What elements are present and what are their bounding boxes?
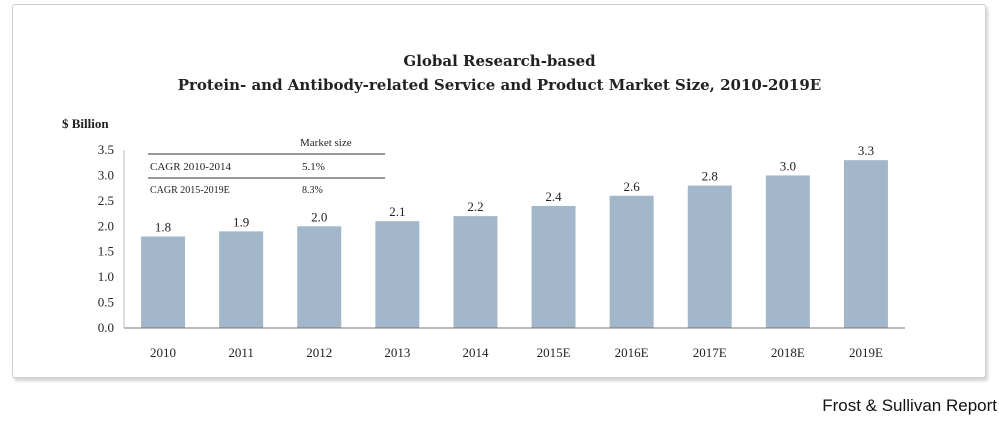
x-tick-label-2015E: 2015E <box>537 345 571 360</box>
bar-2013 <box>375 221 420 328</box>
data-label-2017E: 2.8 <box>702 169 718 184</box>
bar-2012 <box>297 226 342 328</box>
data-label-2015E: 2.4 <box>545 189 562 204</box>
y-tick-label-1: 0.5 <box>98 295 114 310</box>
chart-title: Global Research-based <box>403 52 596 70</box>
inset-header: Market size <box>300 137 352 149</box>
data-label-2019E: 3.3 <box>858 143 874 158</box>
y-tick-label-0: 0.0 <box>98 320 114 335</box>
y-tick-label-2: 1.0 <box>98 269 114 284</box>
bar-2017E <box>687 185 732 328</box>
x-tick-label-2013: 2013 <box>384 345 410 360</box>
y-tick-label-6: 3.0 <box>98 167 114 182</box>
bar-2010 <box>141 236 186 328</box>
x-tick-label-2017E: 2017E <box>693 345 727 360</box>
y-tick-label-4: 2.0 <box>98 218 114 233</box>
inset-row-value-1: 5.1% <box>302 161 325 173</box>
chart-subtitle: Protein- and Antibody-related Service an… <box>177 76 822 94</box>
y-tick-label-5: 2.5 <box>98 193 114 208</box>
y-axis-label: $ Billion <box>62 116 109 131</box>
y-tick-label-3: 1.5 <box>98 244 114 259</box>
bar-2019E <box>843 160 888 328</box>
data-label-2011: 1.9 <box>233 214 249 229</box>
x-tick-label-2014: 2014 <box>462 345 489 360</box>
data-label-2016E: 2.6 <box>624 179 641 194</box>
source-note: Frost & Sullivan Report <box>822 396 997 415</box>
bar-2016E <box>609 195 654 328</box>
data-label-2013: 2.1 <box>389 204 405 219</box>
x-tick-label-2018E: 2018E <box>771 345 805 360</box>
inset-table: Market size CAGR 2010-2014 5.1% CAGR 201… <box>148 137 385 196</box>
y-tick-label-7: 3.5 <box>98 142 114 157</box>
x-tick-label-2011: 2011 <box>228 345 254 360</box>
bar-2014 <box>453 216 498 328</box>
x-tick-label-2016E: 2016E <box>615 345 649 360</box>
data-label-2012: 2.0 <box>311 209 327 224</box>
data-label-2010: 1.8 <box>155 219 171 234</box>
data-label-2018E: 3.0 <box>780 158 796 173</box>
x-tick-label-2019E: 2019E <box>849 345 883 360</box>
bar-2011 <box>219 231 264 328</box>
data-label-2014: 2.2 <box>467 199 483 214</box>
inset-row-label-1: CAGR 2010-2014 <box>150 161 231 173</box>
bar-2018E <box>765 175 810 328</box>
x-tick-label-2012: 2012 <box>306 345 332 360</box>
bar-2015E <box>531 205 576 328</box>
inset-row-value-2: 8.3% <box>302 185 323 196</box>
inset-row-label-2: CAGR 2015-2019E <box>150 185 230 196</box>
x-tick-label-2010: 2010 <box>150 345 176 360</box>
